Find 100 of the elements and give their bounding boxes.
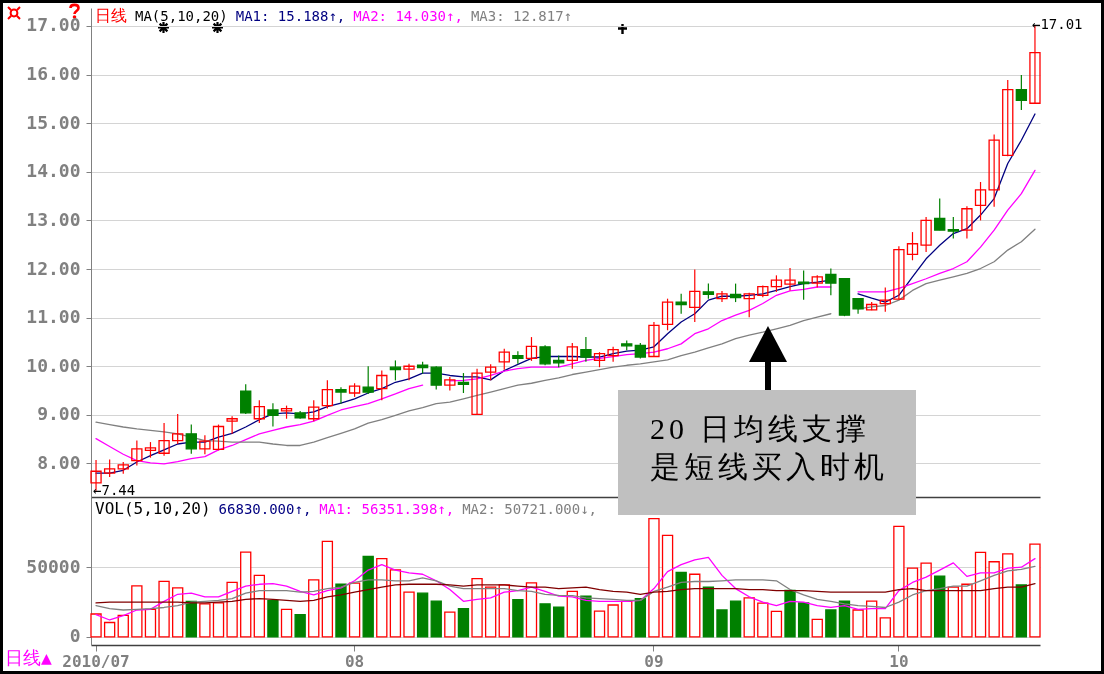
- bar: [580, 595, 592, 638]
- bar: [988, 561, 1000, 638]
- candlestick: [961, 205, 973, 239]
- x-tick-label: 10: [889, 651, 909, 671]
- candlestick: [947, 216, 959, 239]
- annotation: ←17.01: [1031, 16, 1083, 33]
- candlestick: [661, 298, 674, 331]
- bar: [838, 600, 851, 638]
- bar: [348, 582, 361, 638]
- candlestick: [321, 379, 334, 410]
- bar: [661, 534, 674, 638]
- y-tick-label: 12.00: [26, 257, 81, 279]
- candlestick: [525, 336, 538, 362]
- candlestick: [457, 372, 470, 394]
- chart-title: VOL(5,10,20): [95, 499, 211, 518]
- y-tick-label: 10.00: [26, 354, 81, 376]
- bar: [961, 583, 973, 638]
- bar: [457, 607, 470, 638]
- line-series: [95, 565, 1036, 611]
- candlestick: [376, 370, 388, 401]
- candlestick: [512, 350, 524, 365]
- candlestick: [675, 293, 687, 315]
- candlestick: [1002, 79, 1014, 157]
- candlestick: [335, 386, 347, 405]
- bar: [1015, 584, 1028, 638]
- y-tick-label: 17.00: [26, 14, 81, 36]
- text: MA2: 50721.000↓,: [462, 501, 598, 518]
- candlestick: [920, 216, 932, 253]
- bar: [729, 600, 742, 638]
- y-tick-label: 0: [69, 625, 81, 647]
- bar: [267, 600, 279, 638]
- bar: [335, 583, 347, 638]
- x-tick-label: 2010/07: [62, 651, 130, 671]
- bar: [934, 575, 946, 638]
- candlestick: [240, 383, 252, 415]
- bar: [512, 598, 524, 638]
- chart-subtitle: MA(5,10,20): [135, 8, 228, 25]
- annotation: 66830.000↑,: [218, 501, 312, 518]
- candlestick: [267, 402, 279, 428]
- bar: [362, 555, 374, 638]
- y-tick-label: 8.00: [37, 451, 81, 473]
- bar: [825, 609, 837, 638]
- candlestick: [403, 363, 415, 381]
- candlestick: [974, 181, 987, 222]
- line-series: [95, 582, 1036, 604]
- candlestick: [430, 365, 442, 391]
- bar: [675, 571, 687, 638]
- bar: [648, 517, 660, 638]
- chart-title: 日线: [95, 6, 127, 25]
- bar: [444, 611, 456, 638]
- candlestick: [906, 231, 919, 261]
- candlestick: [172, 413, 184, 445]
- candlestick: [539, 344, 551, 366]
- bar: [389, 569, 402, 638]
- line-series: [95, 556, 1036, 621]
- bar: [430, 600, 442, 638]
- text: MA2: 14.030↑,: [353, 8, 463, 25]
- bar: [144, 608, 157, 638]
- callout-box: 20 日均线支撑是短线买入时机: [618, 390, 916, 515]
- bar: [716, 609, 728, 638]
- annotation: ←7.44: [93, 481, 136, 498]
- bar: [797, 602, 810, 638]
- candlestick: [648, 321, 660, 358]
- bar: [906, 567, 919, 638]
- bar: [1002, 553, 1014, 638]
- bar: [212, 602, 225, 638]
- bar: [607, 604, 619, 638]
- text: MA3: 12.817↑: [470, 8, 573, 25]
- bar: [158, 580, 170, 638]
- bar: [893, 525, 905, 638]
- bar: [131, 585, 143, 638]
- bar: [539, 603, 551, 638]
- text: MA1: 56351.398↑,: [319, 501, 455, 518]
- bar: [280, 608, 293, 638]
- bar: [471, 577, 483, 638]
- bar: [376, 557, 388, 638]
- candlestick: [212, 423, 225, 451]
- y-tick-label: 11.00: [26, 306, 81, 328]
- candlestick: [199, 434, 211, 455]
- bar: [947, 586, 959, 638]
- bar: [117, 614, 129, 638]
- candlestick: [580, 336, 592, 363]
- candlestick: [743, 292, 755, 318]
- annotation: 20 日均线支撑是短线买入时机: [650, 411, 889, 485]
- y-tick-label: 15.00: [26, 111, 81, 133]
- x-tick-label: 09: [644, 651, 664, 671]
- bar: [920, 562, 932, 638]
- y-tick-label: 14.00: [26, 160, 81, 182]
- candlestick: [253, 399, 266, 424]
- bar: [757, 602, 769, 638]
- bar: [185, 600, 197, 638]
- candlestick: [498, 348, 510, 371]
- bar: [1029, 543, 1041, 638]
- candlestick: [566, 342, 578, 370]
- candlestick: [879, 286, 891, 313]
- bar: [634, 597, 647, 638]
- candlestick: [308, 399, 320, 422]
- candlestick: [362, 365, 374, 395]
- bar: [294, 613, 306, 638]
- candlestick: [1015, 74, 1028, 111]
